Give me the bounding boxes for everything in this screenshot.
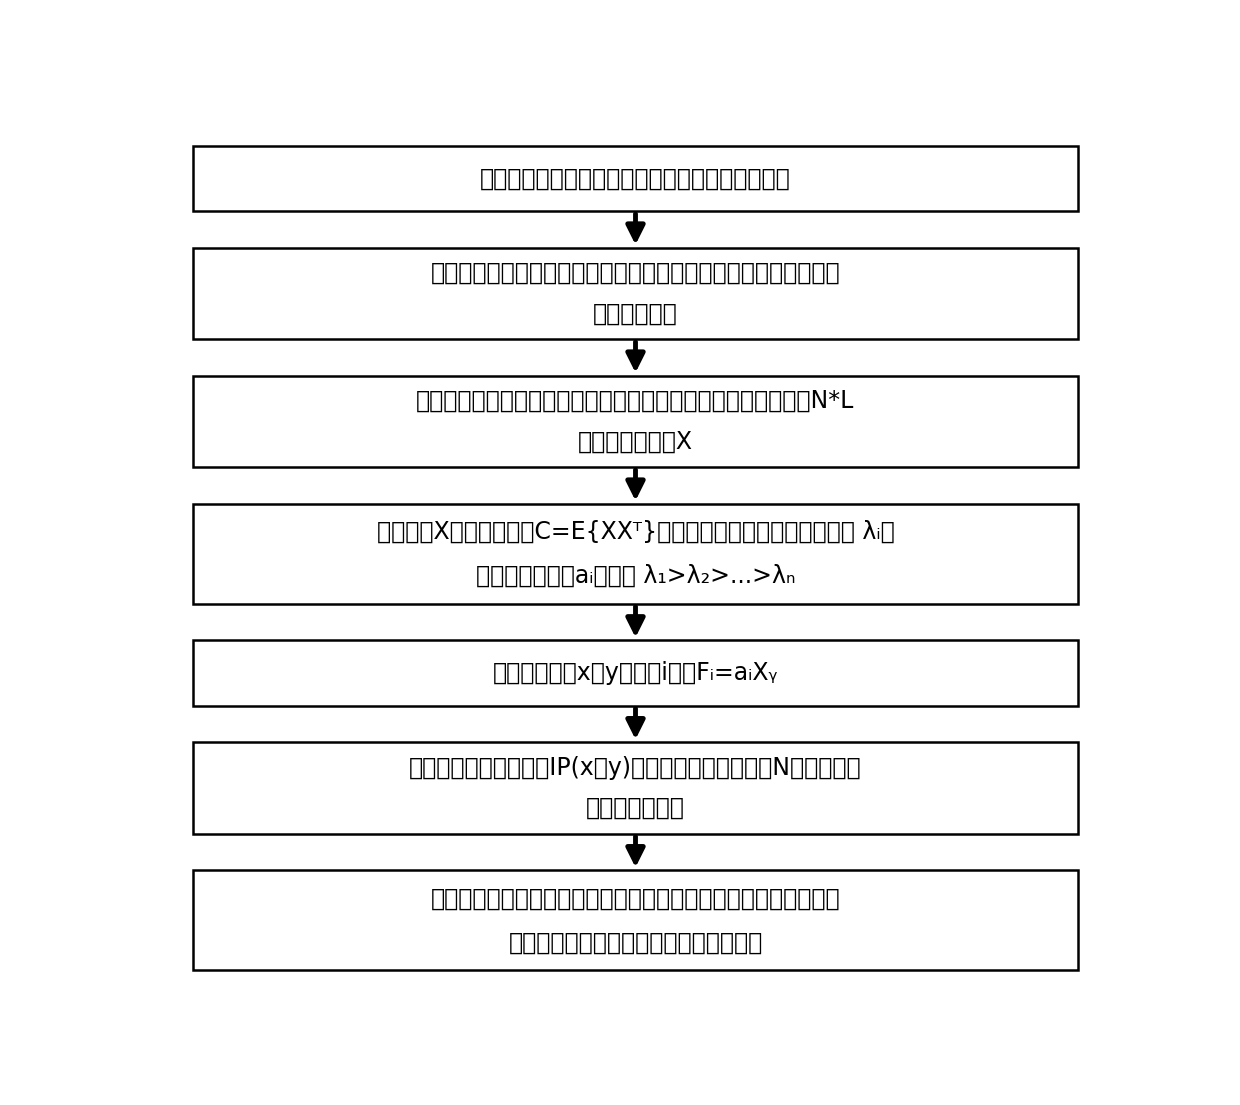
Bar (193, 640, 1078, 706)
Text: 计算矩阵X的协方差矩阵C=E{XXᵀ}，然后求出协方差矩阵的特征値 λᵢ和: 计算矩阵X的协方差矩阵C=E{XXᵀ}，然后求出协方差矩阵的特征値 λᵢ和 (377, 519, 894, 544)
Bar (193, 871, 1078, 970)
Text: 每一像素点的成像参量IP(x，y)为该像素点的第二到第N成分之和除: 每一像素点的成像参量IP(x，y)为该像素点的第二到第N成分之和除 (409, 756, 862, 780)
Bar (193, 504, 1078, 603)
Text: 图的灰度値，建立样品的二维血流分布图: 图的灰度値，建立样品的二维血流分布图 (508, 930, 763, 955)
Text: 求出像素点（x，y）的第i成分Fᵢ=aᵢXᵧ: 求出像素点（x，y）的第i成分Fᵢ=aᵢXᵧ (492, 661, 779, 685)
Bar (193, 248, 1078, 339)
Text: 大小的样本矩阵X: 大小的样本矩阵X (578, 430, 693, 453)
Text: 时间序列排列: 时间序列排列 (593, 302, 678, 325)
Text: 对应的特征向量aᵢ，其中 λ₁>λ₂>...>λₙ: 对应的特征向量aᵢ，其中 λ₁>λ₂>...>λₙ (476, 564, 795, 588)
Text: 采集包含血流光强信号和组织光强信号的原始血流散斑信号，并沿: 采集包含血流光强信号和组织光强信号的原始血流散斑信号，并沿 (430, 261, 841, 285)
Bar (193, 743, 1078, 833)
Text: 以第一成分的値: 以第一成分的値 (587, 796, 684, 820)
Bar (193, 146, 1078, 211)
Text: 依次抜取每一行所有时间序列上的像素点的原始光强数据，组成N*L: 依次抜取每一行所有时间序列上的像素点的原始光强数据，组成N*L (417, 389, 854, 413)
Text: 利用上述步骤依次得到各行像素的成像参量，并作为二维血流分布: 利用上述步骤依次得到各行像素的成像参量，并作为二维血流分布 (430, 886, 841, 911)
Text: 用激光射向被测样品，并透射出原始血流散斑信号: 用激光射向被测样品，并透射出原始血流散斑信号 (480, 167, 791, 190)
Bar (193, 376, 1078, 467)
